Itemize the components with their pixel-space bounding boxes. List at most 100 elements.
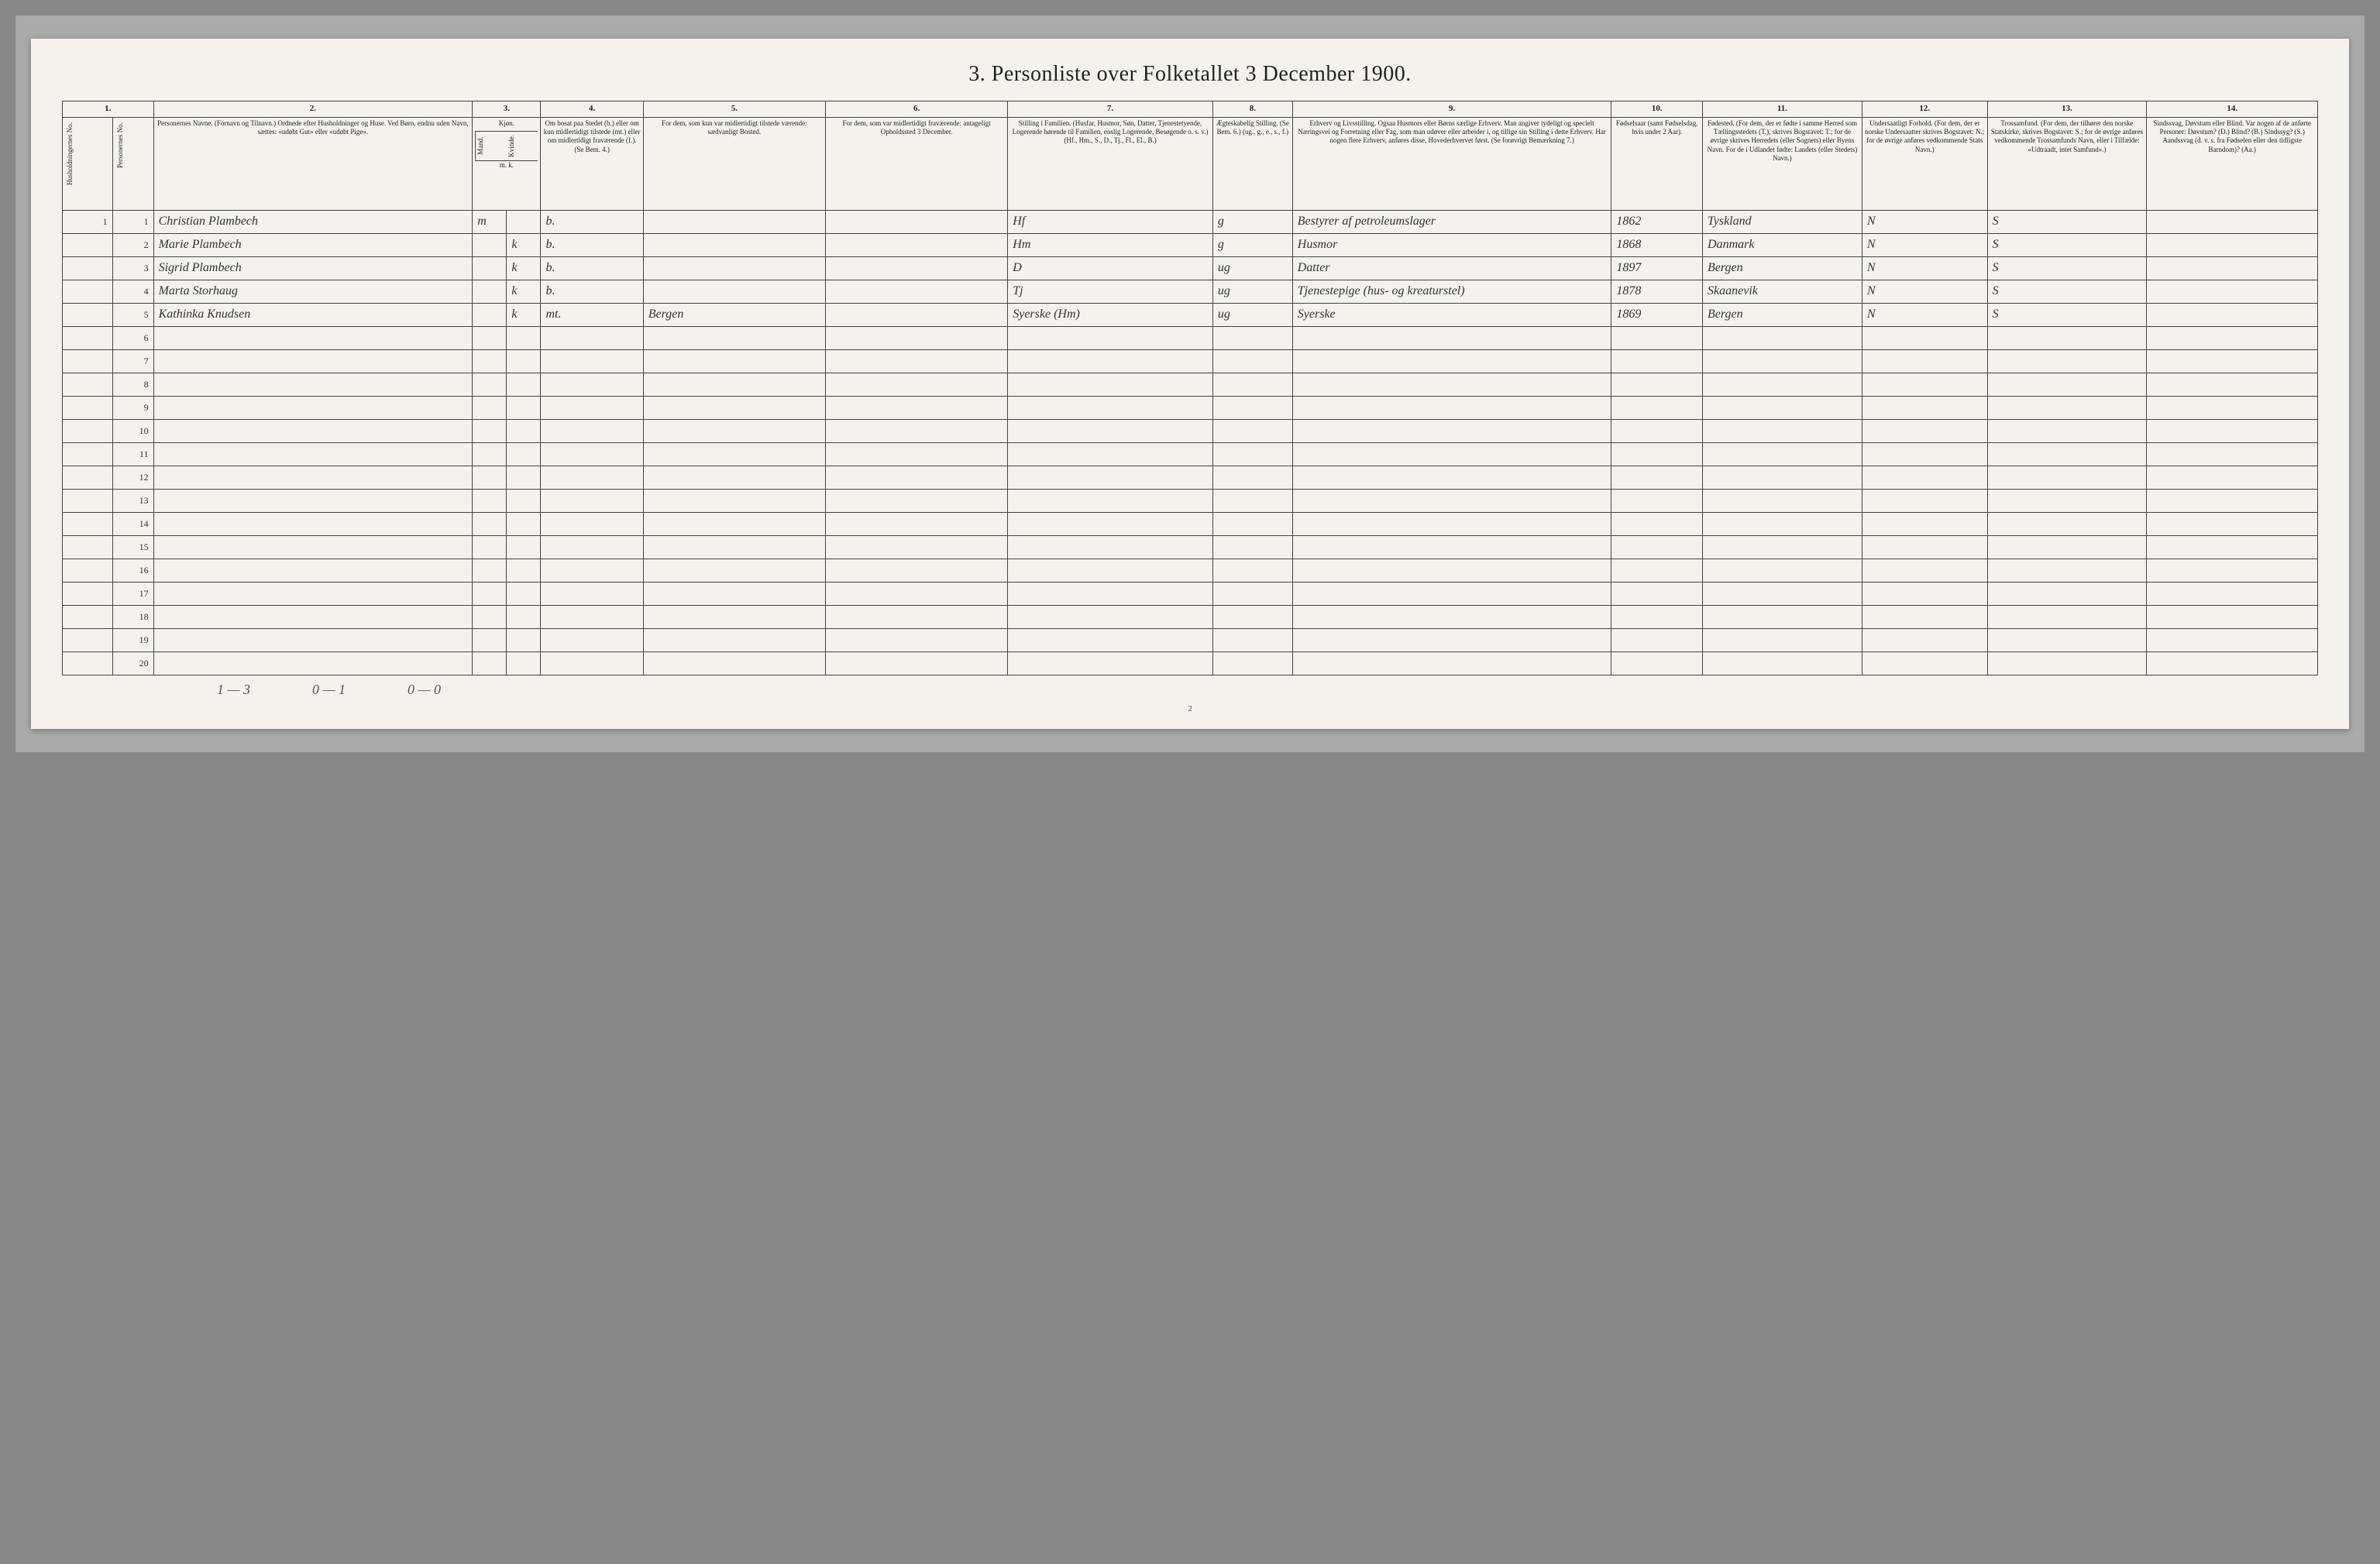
cell-birth-year: 1878 bbox=[1611, 280, 1703, 303]
cell-empty bbox=[825, 489, 1007, 512]
cell-empty bbox=[1862, 512, 1987, 535]
cell-empty bbox=[507, 582, 541, 605]
cell-empty bbox=[153, 326, 473, 349]
cell-empty bbox=[825, 396, 1007, 419]
cell-name: Marta Storhaug bbox=[153, 280, 473, 303]
cell-empty bbox=[1008, 349, 1213, 373]
document-title: 3. Personliste over Folketallet 3 Decemb… bbox=[62, 62, 2318, 87]
cell-empty bbox=[825, 605, 1007, 628]
cell-empty bbox=[1987, 349, 2147, 373]
cell-empty bbox=[2147, 466, 2318, 489]
cell-empty bbox=[1212, 373, 1292, 396]
table-row: 5Kathinka Knudsenkmt.BergenSyerske (Hm)u… bbox=[63, 303, 2318, 326]
cell-household-no bbox=[63, 628, 113, 651]
cell-family-position: Hf bbox=[1008, 210, 1213, 233]
cell-empty bbox=[643, 442, 825, 466]
cell-person-no: 15 bbox=[112, 535, 153, 559]
cell-empty bbox=[2147, 489, 2318, 512]
cell-empty bbox=[541, 349, 643, 373]
cell-empty bbox=[541, 489, 643, 512]
cell-empty bbox=[1292, 605, 1611, 628]
cell-empty bbox=[541, 466, 643, 489]
cell-empty bbox=[1008, 489, 1213, 512]
cell-empty bbox=[507, 326, 541, 349]
cell-empty bbox=[153, 349, 473, 373]
table-row-empty: 15 bbox=[63, 535, 2318, 559]
cell-empty bbox=[825, 349, 1007, 373]
cell-empty bbox=[1862, 466, 1987, 489]
cell-residence: b. bbox=[541, 280, 643, 303]
cell-person-no: 5 bbox=[112, 303, 153, 326]
hdr-person-no: Personernes No. bbox=[112, 117, 153, 210]
cell-empty bbox=[1212, 605, 1292, 628]
cell-empty bbox=[2147, 651, 2318, 675]
cell-person-no: 7 bbox=[112, 349, 153, 373]
cell-name: Christian Plambech bbox=[153, 210, 473, 233]
cell-empty bbox=[1862, 628, 1987, 651]
hdr-residence: Om bosat paa Stedet (b.) eller om kun mi… bbox=[541, 117, 643, 210]
cell-empty bbox=[1292, 396, 1611, 419]
cell-temp-absent bbox=[825, 280, 1007, 303]
cell-empty bbox=[1862, 349, 1987, 373]
cell-empty bbox=[825, 582, 1007, 605]
cell-empty bbox=[1703, 628, 1862, 651]
table-row-empty: 8 bbox=[63, 373, 2318, 396]
cell-nationality: N bbox=[1862, 233, 1987, 256]
hdr-temp-present: For dem, som kun var midlertidigt tilste… bbox=[643, 117, 825, 210]
cell-empty bbox=[2147, 326, 2318, 349]
cell-empty bbox=[643, 535, 825, 559]
cell-empty bbox=[153, 489, 473, 512]
cell-empty bbox=[1862, 489, 1987, 512]
cell-empty bbox=[1008, 559, 1213, 582]
cell-empty bbox=[153, 605, 473, 628]
cell-empty bbox=[507, 512, 541, 535]
scan-frame: 3. Personliste over Folketallet 3 Decemb… bbox=[15, 15, 2365, 752]
cell-temp-absent bbox=[825, 210, 1007, 233]
cell-sex-k bbox=[507, 210, 541, 233]
cell-empty bbox=[825, 466, 1007, 489]
cell-empty bbox=[541, 605, 643, 628]
cell-empty bbox=[1703, 349, 1862, 373]
cell-empty bbox=[507, 373, 541, 396]
cell-sex-k: k bbox=[507, 303, 541, 326]
table-header: 1. 2. 3. 4. 5. 6. 7. 8. 9. 10. 11. 12. 1… bbox=[63, 101, 2318, 211]
cell-marital: ug bbox=[1212, 256, 1292, 280]
cell-empty bbox=[1212, 326, 1292, 349]
cell-empty bbox=[1862, 396, 1987, 419]
cell-empty bbox=[1611, 489, 1703, 512]
hdr-family-position: Stilling i Familien. (Husfar, Husmor, Sø… bbox=[1008, 117, 1213, 210]
cell-empty bbox=[541, 326, 643, 349]
colnum-6: 6. bbox=[825, 101, 1007, 118]
cell-empty bbox=[473, 326, 507, 349]
cell-empty bbox=[1611, 628, 1703, 651]
cell-occupation: Husmor bbox=[1292, 233, 1611, 256]
cell-empty bbox=[541, 535, 643, 559]
cell-infirmity bbox=[2147, 280, 2318, 303]
page-number: 2 bbox=[1188, 704, 1192, 713]
cell-empty bbox=[1008, 605, 1213, 628]
cell-empty bbox=[473, 489, 507, 512]
cell-empty bbox=[507, 559, 541, 582]
cell-name: Kathinka Knudsen bbox=[153, 303, 473, 326]
cell-empty bbox=[1292, 489, 1611, 512]
cell-empty bbox=[1987, 489, 2147, 512]
table-row-empty: 6 bbox=[63, 326, 2318, 349]
cell-empty bbox=[153, 373, 473, 396]
cell-temp-absent bbox=[825, 256, 1007, 280]
cell-empty bbox=[507, 628, 541, 651]
cell-sex-m bbox=[473, 233, 507, 256]
cell-temp-present bbox=[643, 280, 825, 303]
cell-empty bbox=[1292, 512, 1611, 535]
cell-empty bbox=[1212, 559, 1292, 582]
cell-empty bbox=[825, 419, 1007, 442]
table-row-empty: 20 bbox=[63, 651, 2318, 675]
cell-household-no bbox=[63, 280, 113, 303]
cell-empty bbox=[1292, 628, 1611, 651]
census-table: 1. 2. 3. 4. 5. 6. 7. 8. 9. 10. 11. 12. 1… bbox=[62, 101, 2318, 675]
cell-person-no: 12 bbox=[112, 466, 153, 489]
cell-empty bbox=[153, 442, 473, 466]
cell-infirmity bbox=[2147, 256, 2318, 280]
cell-empty bbox=[1611, 326, 1703, 349]
cell-family-position: D bbox=[1008, 256, 1213, 280]
tally-c: 0 — 0 bbox=[408, 682, 441, 698]
